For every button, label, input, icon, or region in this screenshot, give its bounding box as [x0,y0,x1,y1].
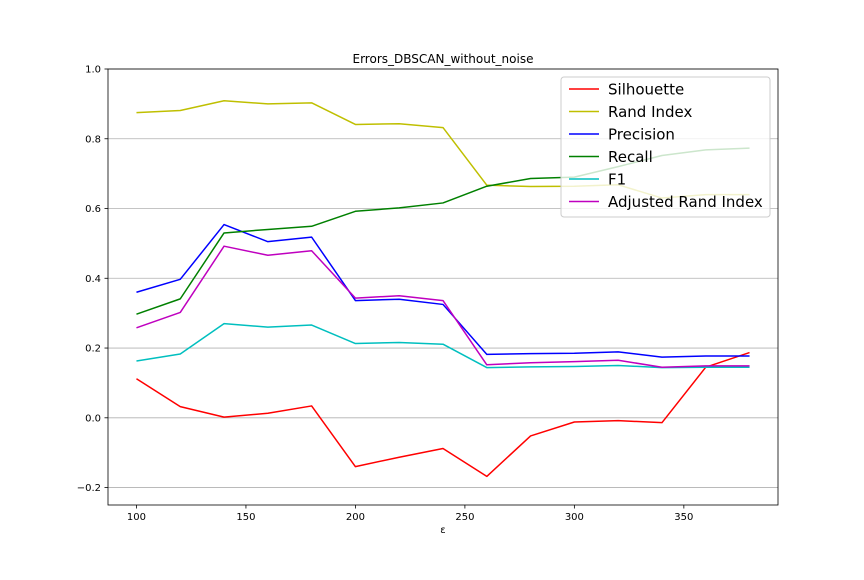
y-tick-label: 1.0 [85,65,101,76]
x-tick-label: 100 [127,512,146,523]
y-tick-label: 0.6 [85,204,101,215]
y-tick-label: 0.2 [85,344,101,355]
legend: Silhouette Rand Index Precision Recall F1 Adj… [560,76,771,218]
legend-label-recall: Recall [608,148,653,166]
y-tick-label: 0.0 [85,413,101,424]
series-line-silhouette [136,351,750,478]
series-line-f1 [136,322,750,369]
legend-box [560,76,771,218]
x-tick-label: 200 [346,512,365,523]
legend-label-precision: Precision [608,126,675,144]
y-tick-label: 0.4 [85,274,101,285]
x-axis-ticks: 100 150 200 250 300 350 [127,505,693,523]
x-axis-label: ε [440,525,445,536]
series-line-adjusted-rand-index [136,245,750,368]
legend-label-f1: F1 [608,171,626,189]
y-tick-label: 0.8 [85,134,101,145]
y-axis-ticks: −0.2 0.0 0.2 0.4 0.6 0.8 1.0 [77,65,108,494]
series-line-precision [136,223,750,358]
x-tick-label: 250 [455,512,474,523]
x-tick-label: 300 [565,512,584,523]
legend-items: Silhouette Rand Index Precision Recall F1 Adj… [569,81,763,211]
legend-label-rand-index: Rand Index [608,103,692,121]
legend-label-adjusted-rand-index: Adjusted Rand Index [608,193,763,211]
plot-frame [107,68,779,506]
chart-title: Errors_DBSCAN_without_noise [353,52,534,66]
legend-label-silhouette: Silhouette [608,81,684,99]
x-tick-label: 350 [674,512,693,523]
x-tick-label: 150 [236,512,255,523]
y-tick-label: −0.2 [77,483,101,494]
